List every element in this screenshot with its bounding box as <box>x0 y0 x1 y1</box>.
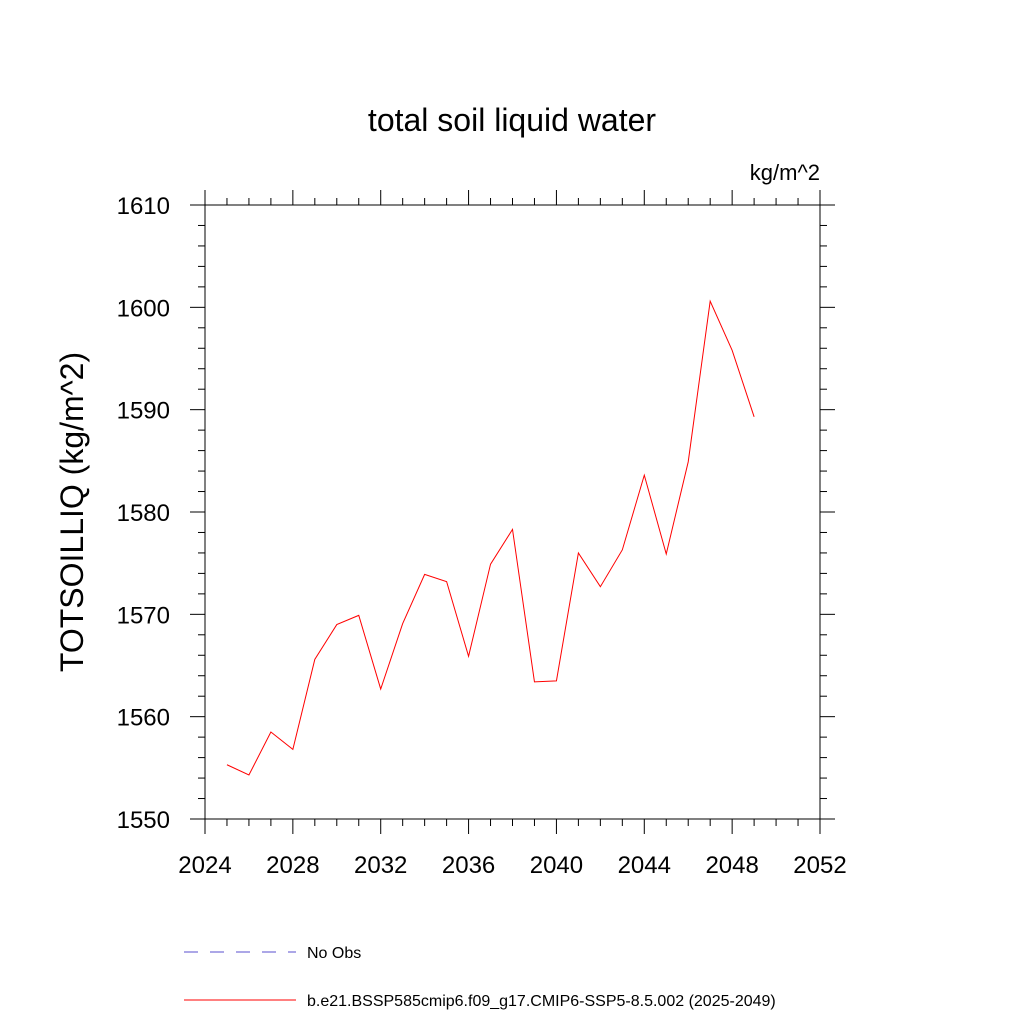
tick-labels: 2024 2028 2032 2036 2040 2044 2048 2052 1550 1560… <box>117 193 847 879</box>
x-tick-label: 2036 <box>442 852 495 879</box>
legend: No Obs b.e21.BSSP585cmip6.f09_g17.CMIP6-S… <box>184 945 776 1010</box>
y-tick-label: 1610 <box>117 193 170 220</box>
x-tick-label: 2052 <box>793 852 846 879</box>
x-tick-label: 2044 <box>618 852 671 879</box>
x-tick-label: 2040 <box>530 852 583 879</box>
legend-label: b.e21.BSSP585cmip6.f09_g17.CMIP6-SSP5-8.… <box>307 993 776 1010</box>
y-tick-label: 1580 <box>117 500 170 527</box>
x-tick-label: 2032 <box>354 852 407 879</box>
units-label: kg/m^2 <box>750 160 820 185</box>
y-tick-label: 1600 <box>117 295 170 322</box>
series-line <box>226 299 755 776</box>
plot-area <box>226 299 755 776</box>
x-tick-label: 2024 <box>178 852 231 879</box>
x-tick-label: 2028 <box>266 852 319 879</box>
axis-ticks <box>190 190 835 834</box>
chart-title: total soil liquid water <box>368 102 656 138</box>
y-axis-label: TOTSOILLIQ (kg/m^2) <box>54 352 90 672</box>
plot-frame <box>204 204 821 820</box>
y-tick-label: 1560 <box>117 705 170 732</box>
y-tick-label: 1550 <box>117 807 170 834</box>
legend-label: No Obs <box>307 945 361 962</box>
y-tick-label: 1570 <box>117 602 170 629</box>
x-tick-label: 2048 <box>705 852 758 879</box>
y-tick-label: 1590 <box>117 398 170 425</box>
